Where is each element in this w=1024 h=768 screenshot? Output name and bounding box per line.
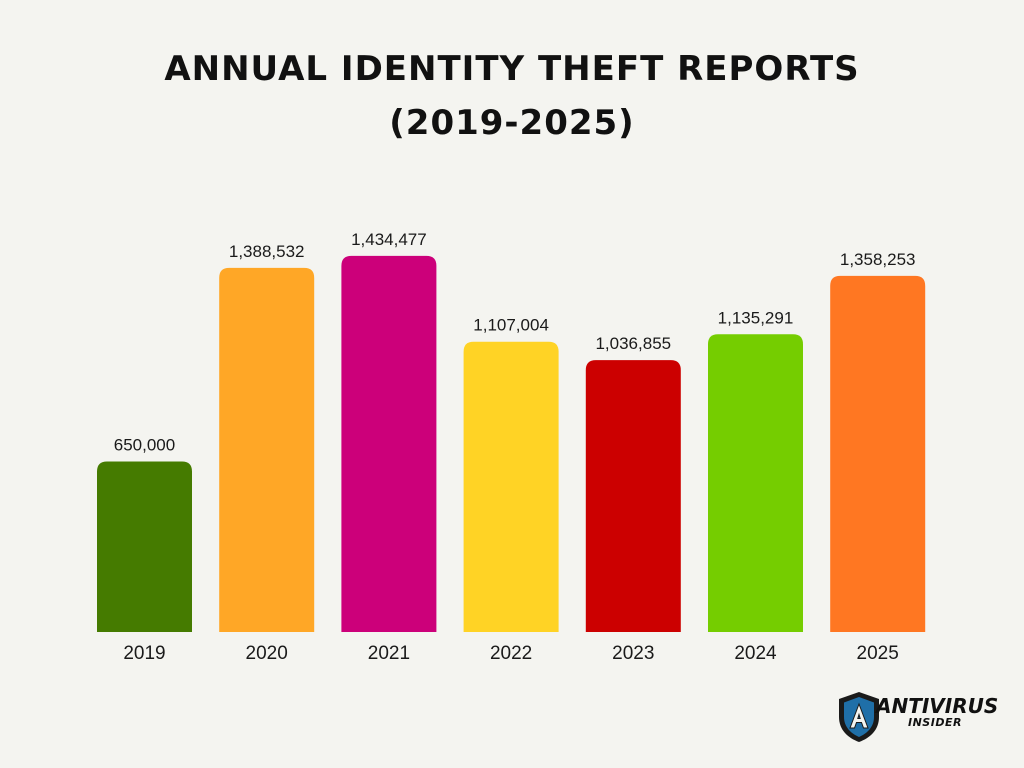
value-label-2023: 1,036,855 (595, 334, 671, 353)
x-tick-2025: 2025 (857, 643, 899, 664)
bars-group (97, 255, 926, 632)
bar-2019 (97, 461, 192, 632)
x-tick-2019: 2019 (123, 643, 165, 664)
shield-icon (839, 692, 879, 742)
bar-2023 (585, 360, 681, 632)
value-label-2022: 1,107,004 (473, 316, 549, 335)
value-label-2024: 1,135,291 (718, 308, 794, 327)
x-tick-2024: 2024 (734, 643, 777, 664)
value-label-2021: 1,434,477 (351, 230, 427, 249)
value-label-2019: 650,000 (114, 436, 175, 455)
logo-subtitle: INSIDER (908, 716, 962, 729)
bar-2024 (708, 334, 803, 632)
bar-2022 (463, 341, 559, 632)
antivirus-insider-logo: ANTIVIRUS INSIDER (836, 690, 999, 746)
x-tick-2020: 2020 (246, 643, 288, 664)
bar-2020 (219, 267, 315, 632)
value-label-2025: 1,358,253 (840, 250, 916, 269)
x-tick-2022: 2022 (490, 643, 532, 664)
x-tick-2021: 2021 (368, 643, 410, 664)
value-label-2020: 1,388,532 (229, 242, 305, 261)
x-tick-2023: 2023 (612, 643, 654, 664)
bar-2025 (830, 275, 926, 632)
value-labels-group: 650,000 1,388,532 1,434,477 1,107,004 1,036,… (114, 230, 916, 455)
chart-title-line-2: (2019-2025) (389, 103, 635, 143)
bar-2021 (341, 255, 437, 632)
x-axis-ticks-group: 2019 2020 2021 2022 2023 2024 2025 (123, 643, 898, 664)
logo-name: ANTIVIRUS (876, 694, 999, 718)
chart-title: ANNUAL IDENTITY THEFT REPORTS (2019-2025… (0, 42, 1024, 150)
chart-title-line-1: ANNUAL IDENTITY THEFT REPORTS (164, 49, 860, 89)
